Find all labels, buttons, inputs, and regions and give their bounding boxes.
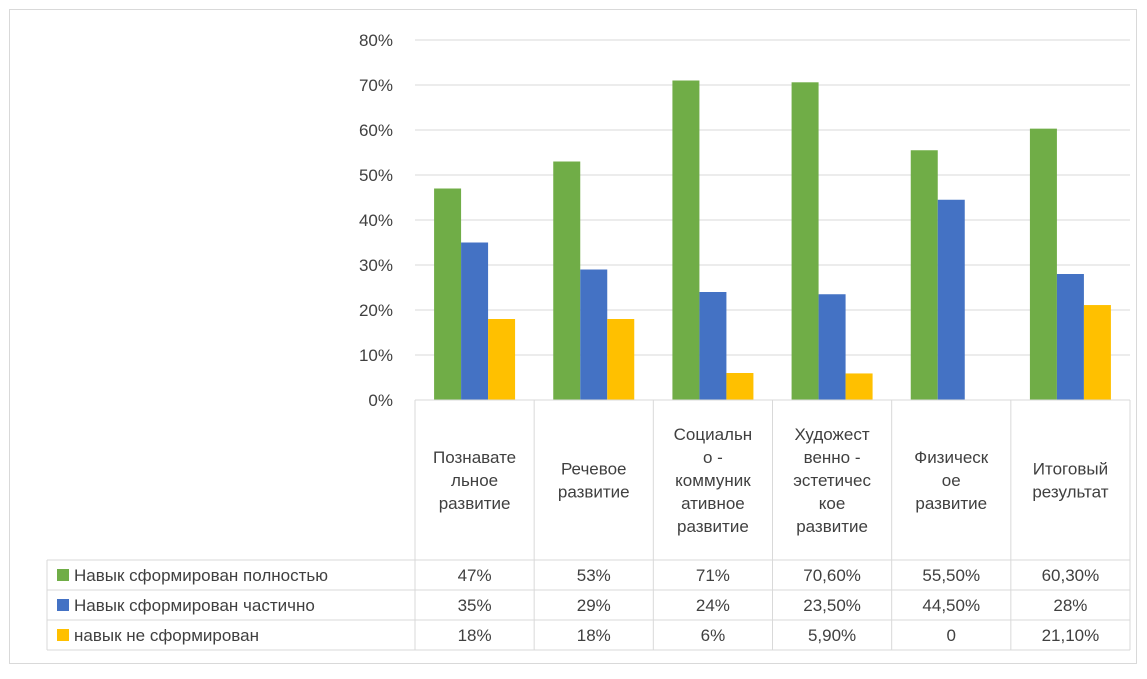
y-tick-label: 40%: [359, 211, 393, 230]
bar: [726, 373, 754, 400]
y-tick-label: 80%: [359, 31, 393, 50]
bar: [553, 161, 581, 400]
category-label: льное: [451, 471, 498, 490]
category-label: Речевое: [561, 460, 627, 479]
category-label: Художест: [794, 425, 869, 444]
y-tick-label: 50%: [359, 166, 393, 185]
category-label: развитие: [439, 494, 511, 513]
y-tick-label: 60%: [359, 121, 393, 140]
bar: [699, 292, 727, 400]
category-label: Познавате: [433, 448, 516, 467]
data-value: 6%: [701, 626, 726, 645]
legend-key: [57, 599, 69, 611]
bar: [672, 80, 700, 400]
bar: [607, 319, 635, 400]
category-label: венно -: [804, 448, 861, 467]
bar: [1083, 305, 1111, 400]
data-value: 35%: [458, 596, 492, 615]
category-label: результат: [1032, 483, 1108, 502]
data-value: 18%: [458, 626, 492, 645]
category-label: Итоговый: [1033, 460, 1108, 479]
category-label: ое: [942, 471, 961, 490]
data-value: 55,50%: [922, 566, 980, 585]
category-label: эстетичес: [793, 471, 871, 490]
data-value: 0: [947, 626, 956, 645]
legend-key: [57, 569, 69, 581]
data-value: 70,60%: [803, 566, 861, 585]
series-name: навык не сформирован: [74, 626, 259, 645]
chart-border: [9, 9, 1137, 664]
y-tick-label: 30%: [359, 256, 393, 275]
category-label: Социальн: [674, 425, 753, 444]
category-label: о -: [703, 448, 723, 467]
category-label: кое: [819, 494, 846, 513]
bar: [937, 199, 965, 400]
bar: [845, 373, 873, 400]
bar: [818, 294, 846, 400]
bar: [791, 82, 819, 401]
y-tick-label: 0%: [368, 391, 393, 410]
bar: [1029, 128, 1057, 400]
data-value: 60,30%: [1042, 566, 1100, 585]
category-label: коммуник: [675, 471, 751, 490]
bar: [1056, 274, 1084, 400]
bar: [488, 319, 516, 400]
data-value: 44,50%: [922, 596, 980, 615]
category-label: Физическ: [914, 448, 989, 467]
series-name: Навык сформирован полностью: [74, 566, 328, 585]
bar: [434, 188, 462, 400]
category-label: развитие: [677, 517, 749, 536]
data-value: 28%: [1053, 596, 1087, 615]
data-value: 5,90%: [808, 626, 856, 645]
data-value: 18%: [577, 626, 611, 645]
series-name: Навык сформирован частично: [74, 596, 315, 615]
category-label: ативное: [681, 494, 745, 513]
legend-key: [57, 629, 69, 641]
bar: [580, 269, 608, 400]
data-value: 71%: [696, 566, 730, 585]
category-label: развитие: [558, 483, 630, 502]
y-tick-label: 70%: [359, 76, 393, 95]
data-value: 53%: [577, 566, 611, 585]
category-label: развитие: [915, 494, 987, 513]
y-tick-label: 20%: [359, 301, 393, 320]
y-tick-label: 10%: [359, 346, 393, 365]
bar: [910, 150, 938, 400]
category-label: развитие: [796, 517, 868, 536]
data-value: 29%: [577, 596, 611, 615]
data-value: 24%: [696, 596, 730, 615]
data-value: 21,10%: [1042, 626, 1100, 645]
data-value: 47%: [458, 566, 492, 585]
data-value: 23,50%: [803, 596, 861, 615]
bar: [461, 242, 489, 400]
